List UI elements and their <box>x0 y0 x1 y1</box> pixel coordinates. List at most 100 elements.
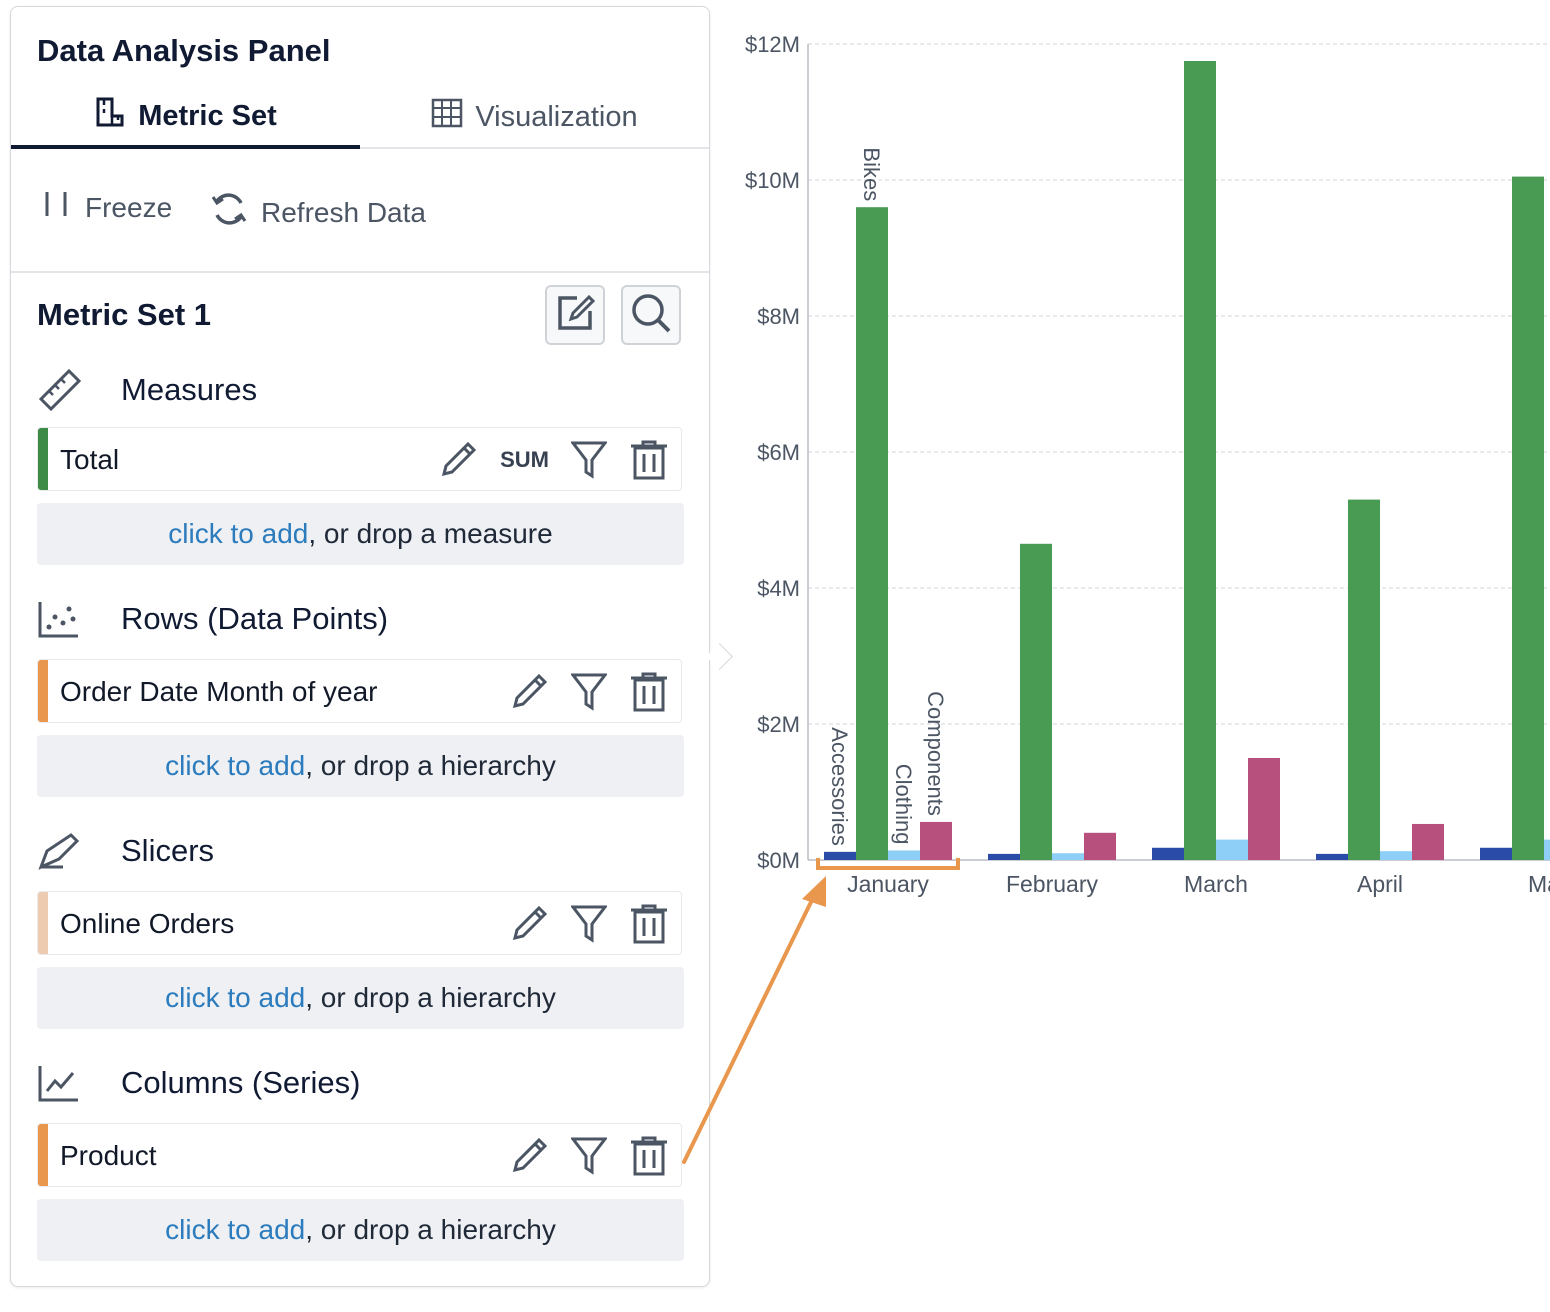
filter-icon[interactable] <box>571 672 607 712</box>
tab-label: Metric Set <box>138 99 277 132</box>
series-label-components: Components <box>923 691 948 816</box>
slicers-title: Slicers <box>121 833 215 868</box>
freeze-label: Freeze <box>85 191 173 223</box>
click-to-add-link[interactable]: click to add <box>165 750 306 781</box>
trash-icon[interactable] <box>629 439 669 481</box>
bar-components-march <box>1248 758 1280 860</box>
refresh-label: Refresh Data <box>261 196 426 228</box>
refresh-data-button[interactable]: Refresh Data <box>209 189 426 236</box>
pause-icon <box>41 189 85 226</box>
data-analysis-panel: Data Analysis Panel Metric Set Visualiza… <box>10 6 733 1287</box>
pencil-icon[interactable] <box>511 1136 549 1176</box>
y-tick-label: $4M <box>757 576 800 601</box>
edit-metric-set-button[interactable] <box>545 285 605 345</box>
x-category-label: April <box>1357 871 1403 897</box>
slicer-item-online-orders[interactable]: Online Orders <box>37 891 682 955</box>
y-tick-label: $0M <box>757 848 800 873</box>
refresh-icon <box>209 189 261 236</box>
y-tick-label: $6M <box>757 440 800 465</box>
x-category-label: Ma <box>1528 871 1550 897</box>
x-category-label: February <box>1006 871 1099 897</box>
aggregation-button[interactable]: SUM <box>500 447 549 472</box>
bar-bikes-january <box>856 207 888 860</box>
row-item-order-date[interactable]: Order Date Month of year <box>37 659 682 723</box>
measures-drop-zone[interactable]: click to add , or drop a measure <box>37 503 684 565</box>
bar-bikes-march <box>1184 61 1216 860</box>
bar-bikes-ma <box>1512 176 1544 861</box>
click-to-add-link[interactable]: click to add <box>168 518 309 549</box>
item-accent-bar <box>38 660 48 722</box>
pencil-icon[interactable] <box>511 904 549 944</box>
filter-icon[interactable] <box>571 440 607 480</box>
slicer-knife-icon <box>37 831 121 871</box>
x-category-label: January <box>847 871 929 897</box>
bar-accessories-april <box>1316 853 1348 860</box>
search-button[interactable] <box>621 285 681 345</box>
item-actions <box>489 671 669 713</box>
columns-drop-zone[interactable]: click to add , or drop a hierarchy <box>37 1199 684 1261</box>
item-actions <box>489 1135 669 1177</box>
bar-clothing-ma <box>1544 839 1550 860</box>
x-category-label: March <box>1184 871 1248 897</box>
bar-bikes-february <box>1020 543 1052 860</box>
bar-clothing-february <box>1052 853 1084 860</box>
rows-section-header: Rows (Data Points) <box>37 599 388 639</box>
columns-title: Columns (Series) <box>121 1065 361 1100</box>
scatter-icon <box>37 599 121 639</box>
filter-icon[interactable] <box>571 904 607 944</box>
tab-visualization[interactable]: Visualization <box>360 87 709 147</box>
item-label: Product <box>60 1140 157 1171</box>
bar-accessories-january <box>824 851 856 860</box>
line-chart-icon <box>37 1063 121 1103</box>
series-label-accessories: Accessories <box>827 727 852 846</box>
measures-title: Measures <box>121 372 258 407</box>
click-to-add-link[interactable]: click to add <box>165 1214 306 1245</box>
column-item-product[interactable]: Product <box>37 1123 682 1187</box>
item-accent-bar <box>38 892 48 954</box>
item-label: Order Date Month of year <box>60 676 378 707</box>
freeze-button[interactable]: Freeze <box>41 189 172 226</box>
bar-accessories-ma <box>1480 847 1512 860</box>
filter-icon[interactable] <box>571 1136 607 1176</box>
y-tick-label: $2M <box>757 712 800 737</box>
annotation-arrow-head <box>802 876 826 907</box>
columns-section-header: Columns (Series) <box>37 1063 360 1103</box>
bar-accessories-march <box>1152 847 1184 860</box>
trash-icon[interactable] <box>629 671 669 713</box>
series-label-bikes: Bikes <box>859 147 884 201</box>
pencil-icon[interactable] <box>511 672 549 712</box>
trash-icon[interactable] <box>629 903 669 945</box>
measure-item-total[interactable]: Total SUM <box>37 427 682 491</box>
drop-hint: , or drop a measure <box>308 518 553 549</box>
drop-hint: , or drop a hierarchy <box>305 750 556 781</box>
tab-label: Visualization <box>475 100 638 133</box>
panel-title: Data Analysis Panel <box>37 33 331 68</box>
click-to-add-link[interactable]: click to add <box>165 982 306 1013</box>
rows-title: Rows (Data Points) <box>121 601 389 636</box>
item-actions: SUM <box>418 439 669 481</box>
search-icon <box>630 292 672 339</box>
drop-hint: , or drop a hierarchy <box>305 1214 556 1245</box>
metric-set-icon <box>94 96 138 136</box>
bar-clothing-january <box>888 850 920 860</box>
slicers-drop-zone[interactable]: click to add , or drop a hierarchy <box>37 967 684 1029</box>
item-actions <box>489 903 669 945</box>
bar-bikes-april <box>1348 499 1380 860</box>
bar-clothing-march <box>1216 839 1248 860</box>
edit-icon <box>555 293 596 338</box>
panel-tabs: Metric Set Visualization <box>11 87 709 149</box>
bar-components-january <box>920 821 952 860</box>
rows-drop-zone[interactable]: click to add , or drop a hierarchy <box>37 735 684 797</box>
slicers-section-header: Slicers <box>37 831 214 871</box>
trash-icon[interactable] <box>629 1135 669 1177</box>
grid-icon <box>431 98 475 136</box>
panel-toolbar: Freeze Refresh Data <box>11 149 709 273</box>
tab-metric-set[interactable]: Metric Set <box>11 87 360 149</box>
bar-clothing-april <box>1380 851 1412 860</box>
y-tick-label: $10M <box>745 168 800 193</box>
ruler-icon <box>37 367 121 413</box>
bar-components-february <box>1084 832 1116 860</box>
panel-pointer <box>706 643 733 670</box>
item-accent-bar <box>38 1124 48 1186</box>
pencil-icon[interactable] <box>440 440 478 480</box>
